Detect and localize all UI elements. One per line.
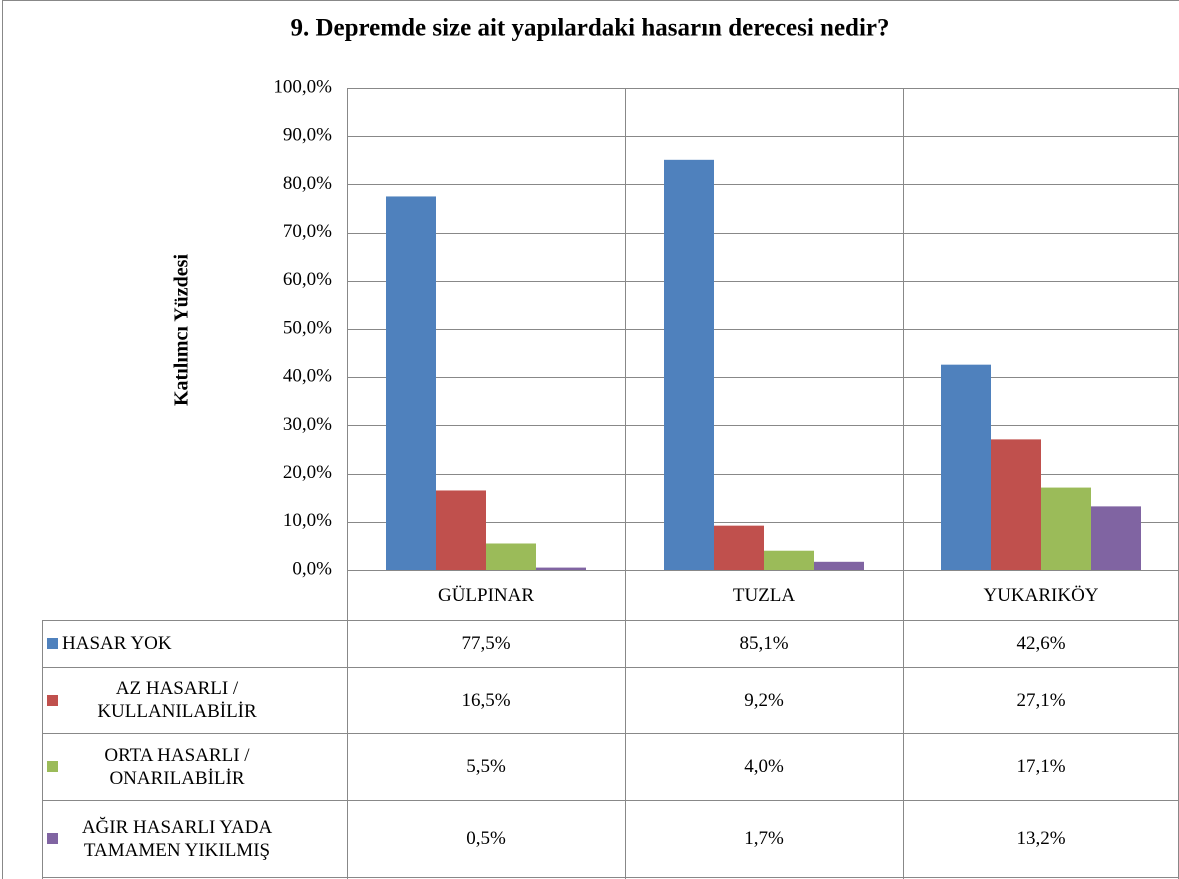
y-axis-title: Katılımcı Yüzdesi [171,254,193,406]
y-tick-label: 100,0% [273,76,332,97]
table-value: 9,2% [744,689,784,711]
table-value: 1,7% [744,828,784,849]
table-value: 4,0% [744,756,784,777]
legend-label: HASAR YOK [62,633,172,654]
legend-swatch [47,638,58,649]
table-value: 27,1% [1016,689,1066,711]
y-tick-label: 30,0% [283,414,332,435]
legend-swatch [47,761,58,772]
table-value: 5,5% [466,756,506,777]
y-tick-label: 50,0% [283,317,332,338]
legend-cell: AZ HASARLI / KULLANILABİLİR [43,667,343,733]
y-tick-label: 80,0% [283,173,332,194]
table-value: 17,1% [1016,756,1066,777]
legend-label: AĞIR HASARLI YADA TAMAMEN YIKILMIŞ [81,816,273,861]
bar [436,490,486,570]
legend-label: ORTA HASARLI / ONARILABİLİR [104,744,250,789]
bar [764,550,814,570]
table-value: 16,5% [461,689,511,711]
y-tick-label: 20,0% [283,462,332,483]
table-value: 42,6% [1016,633,1066,654]
bar [1091,506,1141,570]
bar [941,364,991,570]
bar [486,543,536,570]
table-value: 77,5% [461,633,511,654]
bar [386,196,436,570]
legend-cell: AĞIR HASARLI YADA TAMAMEN YIKILMIŞ [43,800,343,877]
legend-cell: HASAR YOK [43,620,343,667]
legend-swatch [47,833,58,844]
category-label: GÜLPINAR [437,584,535,606]
bar [991,439,1041,570]
bar [664,159,714,570]
table-value: 0,5% [466,828,506,849]
legend-label: AZ HASARLI / KULLANILABİLİR [97,678,257,722]
table-value: 85,1% [739,633,789,654]
y-tick-label: 90,0% [283,125,332,146]
y-tick-label: 0,0% [292,558,332,579]
category-label: TUZLA [732,584,796,606]
legend-cell: ORTA HASARLI / ONARILABİLİR [43,733,343,800]
bar [714,525,764,570]
chart-title: 9. Depremde size ait yapılardaki hasarın… [290,15,889,42]
y-tick-label: 70,0% [283,221,332,242]
bar [1041,487,1091,570]
bar [536,567,586,570]
bar [814,561,864,570]
legend-swatch [47,694,58,706]
y-tick-label: 10,0% [283,510,332,531]
table-value: 13,2% [1016,828,1066,849]
y-tick-label: 40,0% [283,366,332,387]
category-label: YUKARIKÖY [983,584,1099,606]
y-tick-label: 60,0% [283,269,332,290]
